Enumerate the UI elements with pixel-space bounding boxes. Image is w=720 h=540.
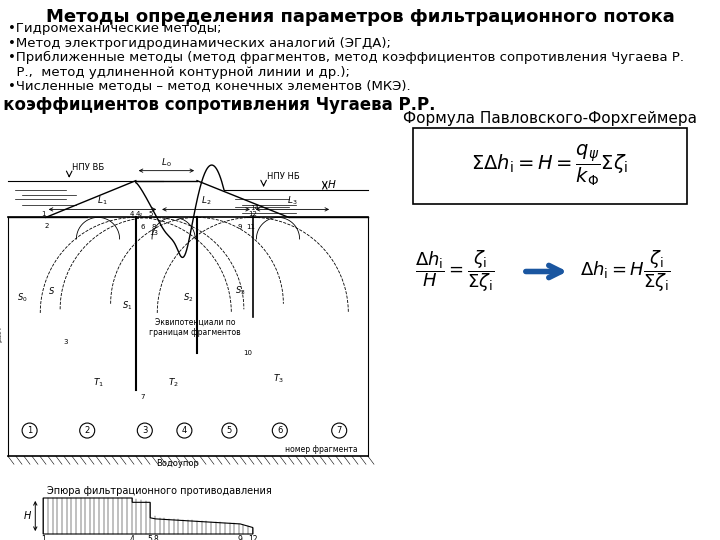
Text: $\Delta h_{\rm i} = H\dfrac{\zeta_{\rm i}}{\Sigma\zeta_{\rm i}}$: $\Delta h_{\rm i} = H\dfrac{\zeta_{\rm i…: [580, 249, 670, 294]
Text: 1: 1: [41, 211, 45, 218]
Text: 1: 1: [41, 535, 45, 540]
Text: $\Sigma\Delta h_{\rm i} = H = \dfrac{q_\psi}{k_\Phi}\Sigma\zeta_{\rm i}$: $\Sigma\Delta h_{\rm i} = H = \dfrac{q_\…: [472, 143, 629, 188]
Text: 4: 4: [130, 211, 135, 218]
Text: 9: 9: [238, 535, 243, 540]
Text: $\dfrac{\Delta h_{\rm i}}{H} = \dfrac{\zeta_{\rm i}}{\Sigma\zeta_{\rm i}}$: $\dfrac{\Delta h_{\rm i}}{H} = \dfrac{\z…: [415, 249, 494, 294]
Text: $S_3$: $S_3$: [235, 285, 246, 297]
Text: 2: 2: [45, 224, 49, 230]
Circle shape: [138, 423, 153, 438]
Text: 3: 3: [63, 339, 68, 346]
Text: 4: 4: [181, 426, 187, 435]
Text: 1: 1: [27, 426, 32, 435]
Text: $S$: $S$: [48, 286, 55, 296]
Text: 12: 12: [248, 211, 257, 218]
Text: 3: 3: [142, 426, 148, 435]
Circle shape: [222, 423, 237, 438]
Text: $L_0$: $L_0$: [161, 156, 171, 168]
Circle shape: [80, 423, 95, 438]
Text: 5: 5: [227, 426, 232, 435]
Circle shape: [22, 423, 37, 438]
Text: 7: 7: [336, 426, 342, 435]
Text: 6: 6: [140, 225, 145, 231]
Text: •Гидромеханические методы;: •Гидромеханические методы;: [8, 22, 222, 35]
Text: НПУ ВБ: НПУ ВБ: [72, 163, 104, 172]
Text: $T_3$: $T_3$: [272, 373, 284, 386]
Text: $S_2$: $S_2$: [183, 292, 193, 305]
Text: $S_0$: $S_0$: [17, 292, 27, 305]
Text: 14: 14: [250, 205, 259, 211]
Text: $T_1$: $T_1$: [92, 376, 104, 389]
Text: 6: 6: [277, 426, 282, 435]
Text: $L_1$: $L_1$: [97, 195, 108, 207]
Text: $L_3$: $L_3$: [287, 195, 297, 207]
Text: 8: 8: [153, 535, 158, 540]
Text: 13: 13: [149, 231, 158, 237]
Text: •Численные методы – метод конечных элементов (МКЭ).: •Численные методы – метод конечных элеме…: [8, 79, 410, 92]
Text: $S_1$: $S_1$: [122, 299, 132, 312]
Text: •Метод электрогидродинамических аналогий (ЭГДА);: •Метод электрогидродинамических аналогий…: [8, 37, 391, 50]
Text: Формула Павловского-Форхгеймера: Формула Павловского-Форхгеймера: [403, 111, 697, 126]
Text: 11: 11: [246, 225, 256, 231]
Text: H: H: [24, 511, 31, 521]
Text: Методы определения параметров фильтрационного потока: Методы определения параметров фильтрацио…: [45, 8, 675, 26]
Circle shape: [177, 423, 192, 438]
Text: $L_2$: $L_2$: [201, 195, 211, 207]
Text: Метод коэффициентов сопротивления Чугаева Р.Р.: Метод коэффициентов сопротивления Чугаев…: [0, 97, 436, 114]
Text: Эпюра фильтрационного противодавления: Эпюра фильтрационного противодавления: [47, 486, 271, 496]
Text: Эквипотенциали по
границам фрагментов: Эквипотенциали по границам фрагментов: [149, 318, 241, 338]
FancyBboxPatch shape: [413, 127, 687, 204]
Text: 5: 5: [148, 535, 153, 540]
Text: •Приближенные методы (метод фрагментов, метод коэффициентов сопротивления Чугаев: •Приближенные методы (метод фрагментов, …: [8, 51, 684, 79]
Text: H: H: [328, 180, 336, 190]
Text: 12: 12: [248, 535, 258, 540]
Text: 10: 10: [243, 350, 252, 356]
Text: НПУ НБ: НПУ НБ: [266, 172, 300, 181]
Text: $T_2$: $T_2$: [168, 376, 179, 389]
Text: 4₂: 4₂: [136, 211, 143, 218]
Text: Водоупор: Водоупор: [156, 460, 199, 468]
Text: 7: 7: [140, 395, 145, 401]
Circle shape: [272, 423, 287, 438]
Text: 9: 9: [238, 225, 243, 231]
Text: 8: 8: [151, 225, 156, 231]
Text: 2: 2: [84, 426, 90, 435]
Text: 5: 5: [148, 211, 153, 218]
Circle shape: [332, 423, 347, 438]
Text: 4: 4: [130, 535, 135, 540]
Text: номер фрагмента: номер фрагмента: [284, 446, 357, 454]
Text: $T_{\rm расч}$: $T_{\rm расч}$: [0, 326, 6, 348]
